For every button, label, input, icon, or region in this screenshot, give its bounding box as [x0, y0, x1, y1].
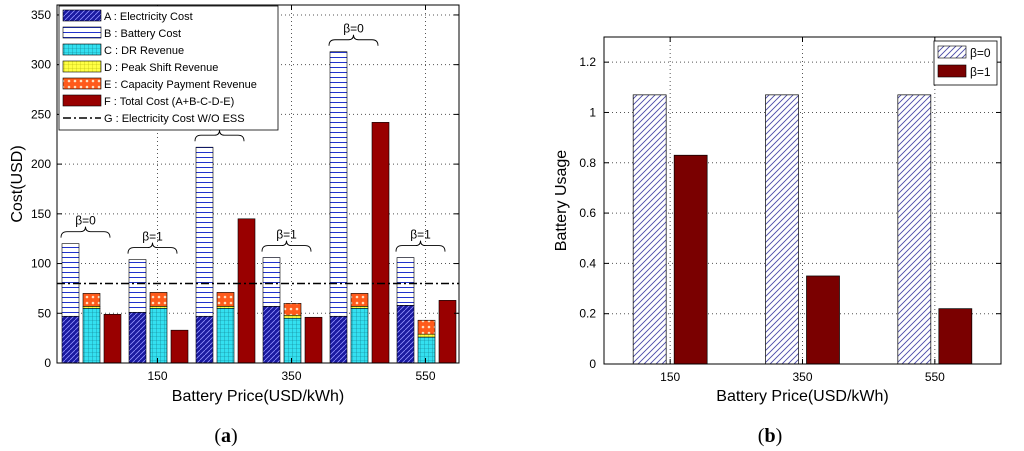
beta-label-a: β=0 — [343, 22, 364, 36]
brace-a — [261, 240, 312, 252]
x-tick-label-b: 550 — [925, 370, 945, 384]
legend-label-a: E : Capacity Payment Revenue — [104, 79, 257, 91]
legend-swatch-a — [62, 43, 102, 56]
bar-a-electricity-cost — [396, 305, 415, 364]
bar-b-beta0 — [632, 94, 667, 365]
legend-swatch-a — [62, 9, 102, 22]
legend-label-b: β=0 — [970, 46, 991, 60]
beta-label-a: β=0 — [75, 214, 96, 228]
y-tick-label-b: 0 — [589, 357, 596, 371]
x-tick-label-a: 350 — [281, 369, 301, 383]
beta-label-a: β=1 — [142, 230, 163, 244]
bar-a-peak-shift-revenue — [283, 314, 302, 319]
bar-a-capacity-payment-revenue — [149, 292, 168, 307]
legend-label-a: B : Battery Cost — [104, 28, 181, 40]
y-tick-label-b: 0.8 — [579, 156, 596, 170]
legend-label-a: C : DR Revenue — [104, 45, 184, 57]
legend-label-a: G : Electricity Cost W/O ESS — [104, 113, 245, 125]
bar-a-total-cost — [304, 316, 323, 364]
bar-a-total-cost — [438, 300, 457, 364]
bar-a-total-cost — [170, 329, 189, 364]
x-axis-label-b: Battery Price(USD/kWh) — [716, 388, 888, 405]
y-tick-label-a: 300 — [31, 58, 51, 72]
bar-a-battery-cost — [329, 51, 348, 317]
bar-b-beta1 — [938, 308, 973, 365]
bar-a-battery-cost — [262, 257, 281, 307]
bar-a-dr-revenue — [149, 308, 168, 364]
brace-a — [328, 34, 379, 46]
bar-a-battery-cost — [195, 146, 214, 317]
y-tick-label-b: 0.6 — [579, 206, 596, 220]
y-tick-label-b: 0.2 — [579, 307, 596, 321]
legend-label-b: β=1 — [970, 65, 991, 79]
bar-b-beta0 — [765, 94, 799, 365]
y-tick-label-a: 100 — [31, 257, 51, 271]
bar-a-electricity-cost — [262, 306, 281, 364]
bar-a-total-cost — [237, 218, 256, 364]
y-tick-label-a: 50 — [38, 306, 52, 320]
y-tick-label-b: 1.2 — [579, 55, 596, 69]
y-axis-label-b: Battery Usage — [553, 150, 570, 251]
axes-frame-a — [56, 4, 460, 364]
legend-swatch-a — [62, 77, 102, 90]
bar-a-total-cost — [371, 122, 390, 364]
bar-a-battery-cost — [128, 259, 147, 313]
legend-label-a: D : Peak Shift Revenue — [104, 62, 218, 74]
bar-b-beta0 — [897, 94, 932, 365]
bar-a-capacity-payment-revenue — [417, 319, 436, 335]
y-tick-label-b: 0.4 — [579, 256, 596, 270]
bar-a-electricity-cost — [61, 315, 80, 364]
bar-a-battery-cost — [396, 257, 415, 306]
beta-label-a: β=1 — [410, 228, 431, 242]
legend-swatch-a — [62, 94, 102, 107]
bar-a-capacity-payment-revenue — [350, 293, 369, 307]
brace-a — [60, 226, 111, 238]
bar-a-electricity-cost — [128, 311, 147, 364]
bar-a-peak-shift-revenue — [417, 333, 436, 338]
bar-b-beta1 — [806, 275, 840, 365]
legend-swatch-b — [937, 64, 967, 78]
bar-a-battery-cost — [61, 243, 80, 317]
x-axis-label-a: Battery Price(USD/kWh) — [172, 388, 344, 405]
bar-a-capacity-payment-revenue — [283, 303, 302, 316]
bar-a-capacity-payment-revenue — [82, 293, 101, 307]
legend-swatch-a — [62, 26, 102, 39]
y-tick-label-a: 0 — [44, 356, 51, 370]
bar-b-beta1 — [673, 154, 708, 365]
bar-a-dr-revenue — [216, 308, 235, 364]
y-tick-label-a: 200 — [31, 157, 51, 171]
bar-a-total-cost — [103, 313, 122, 364]
y-tick-label-b: 1 — [589, 105, 596, 119]
beta-label-a: β=1 — [276, 228, 297, 242]
x-tick-label-b: 150 — [660, 370, 680, 384]
legend-label-a: A : Electricity Cost — [104, 11, 193, 23]
bar-a-dr-revenue — [417, 336, 436, 364]
bar-a-dr-revenue — [283, 317, 302, 364]
y-tick-label-a: 150 — [31, 207, 51, 221]
x-tick-label-a: 550 — [415, 369, 435, 383]
bar-a-electricity-cost — [329, 315, 348, 364]
brace-a — [395, 240, 446, 252]
legend-swatch-b — [937, 45, 967, 59]
y-tick-label-a: 350 — [31, 8, 51, 22]
bar-a-electricity-cost — [195, 315, 214, 364]
y-tick-label-a: 250 — [31, 107, 51, 121]
x-tick-label-b: 350 — [792, 370, 812, 384]
bar-a-dr-revenue — [350, 308, 369, 364]
legend-swatch-a — [62, 60, 102, 73]
brace-a — [127, 242, 178, 254]
y-axis-label-a: Cost(USD) — [9, 145, 26, 222]
x-tick-label-a: 150 — [147, 369, 167, 383]
bar-a-dr-revenue — [82, 308, 101, 364]
legend-label-a: F : Total Cost (A+B-C-D-E) — [104, 96, 234, 108]
bar-a-capacity-payment-revenue — [216, 292, 235, 307]
